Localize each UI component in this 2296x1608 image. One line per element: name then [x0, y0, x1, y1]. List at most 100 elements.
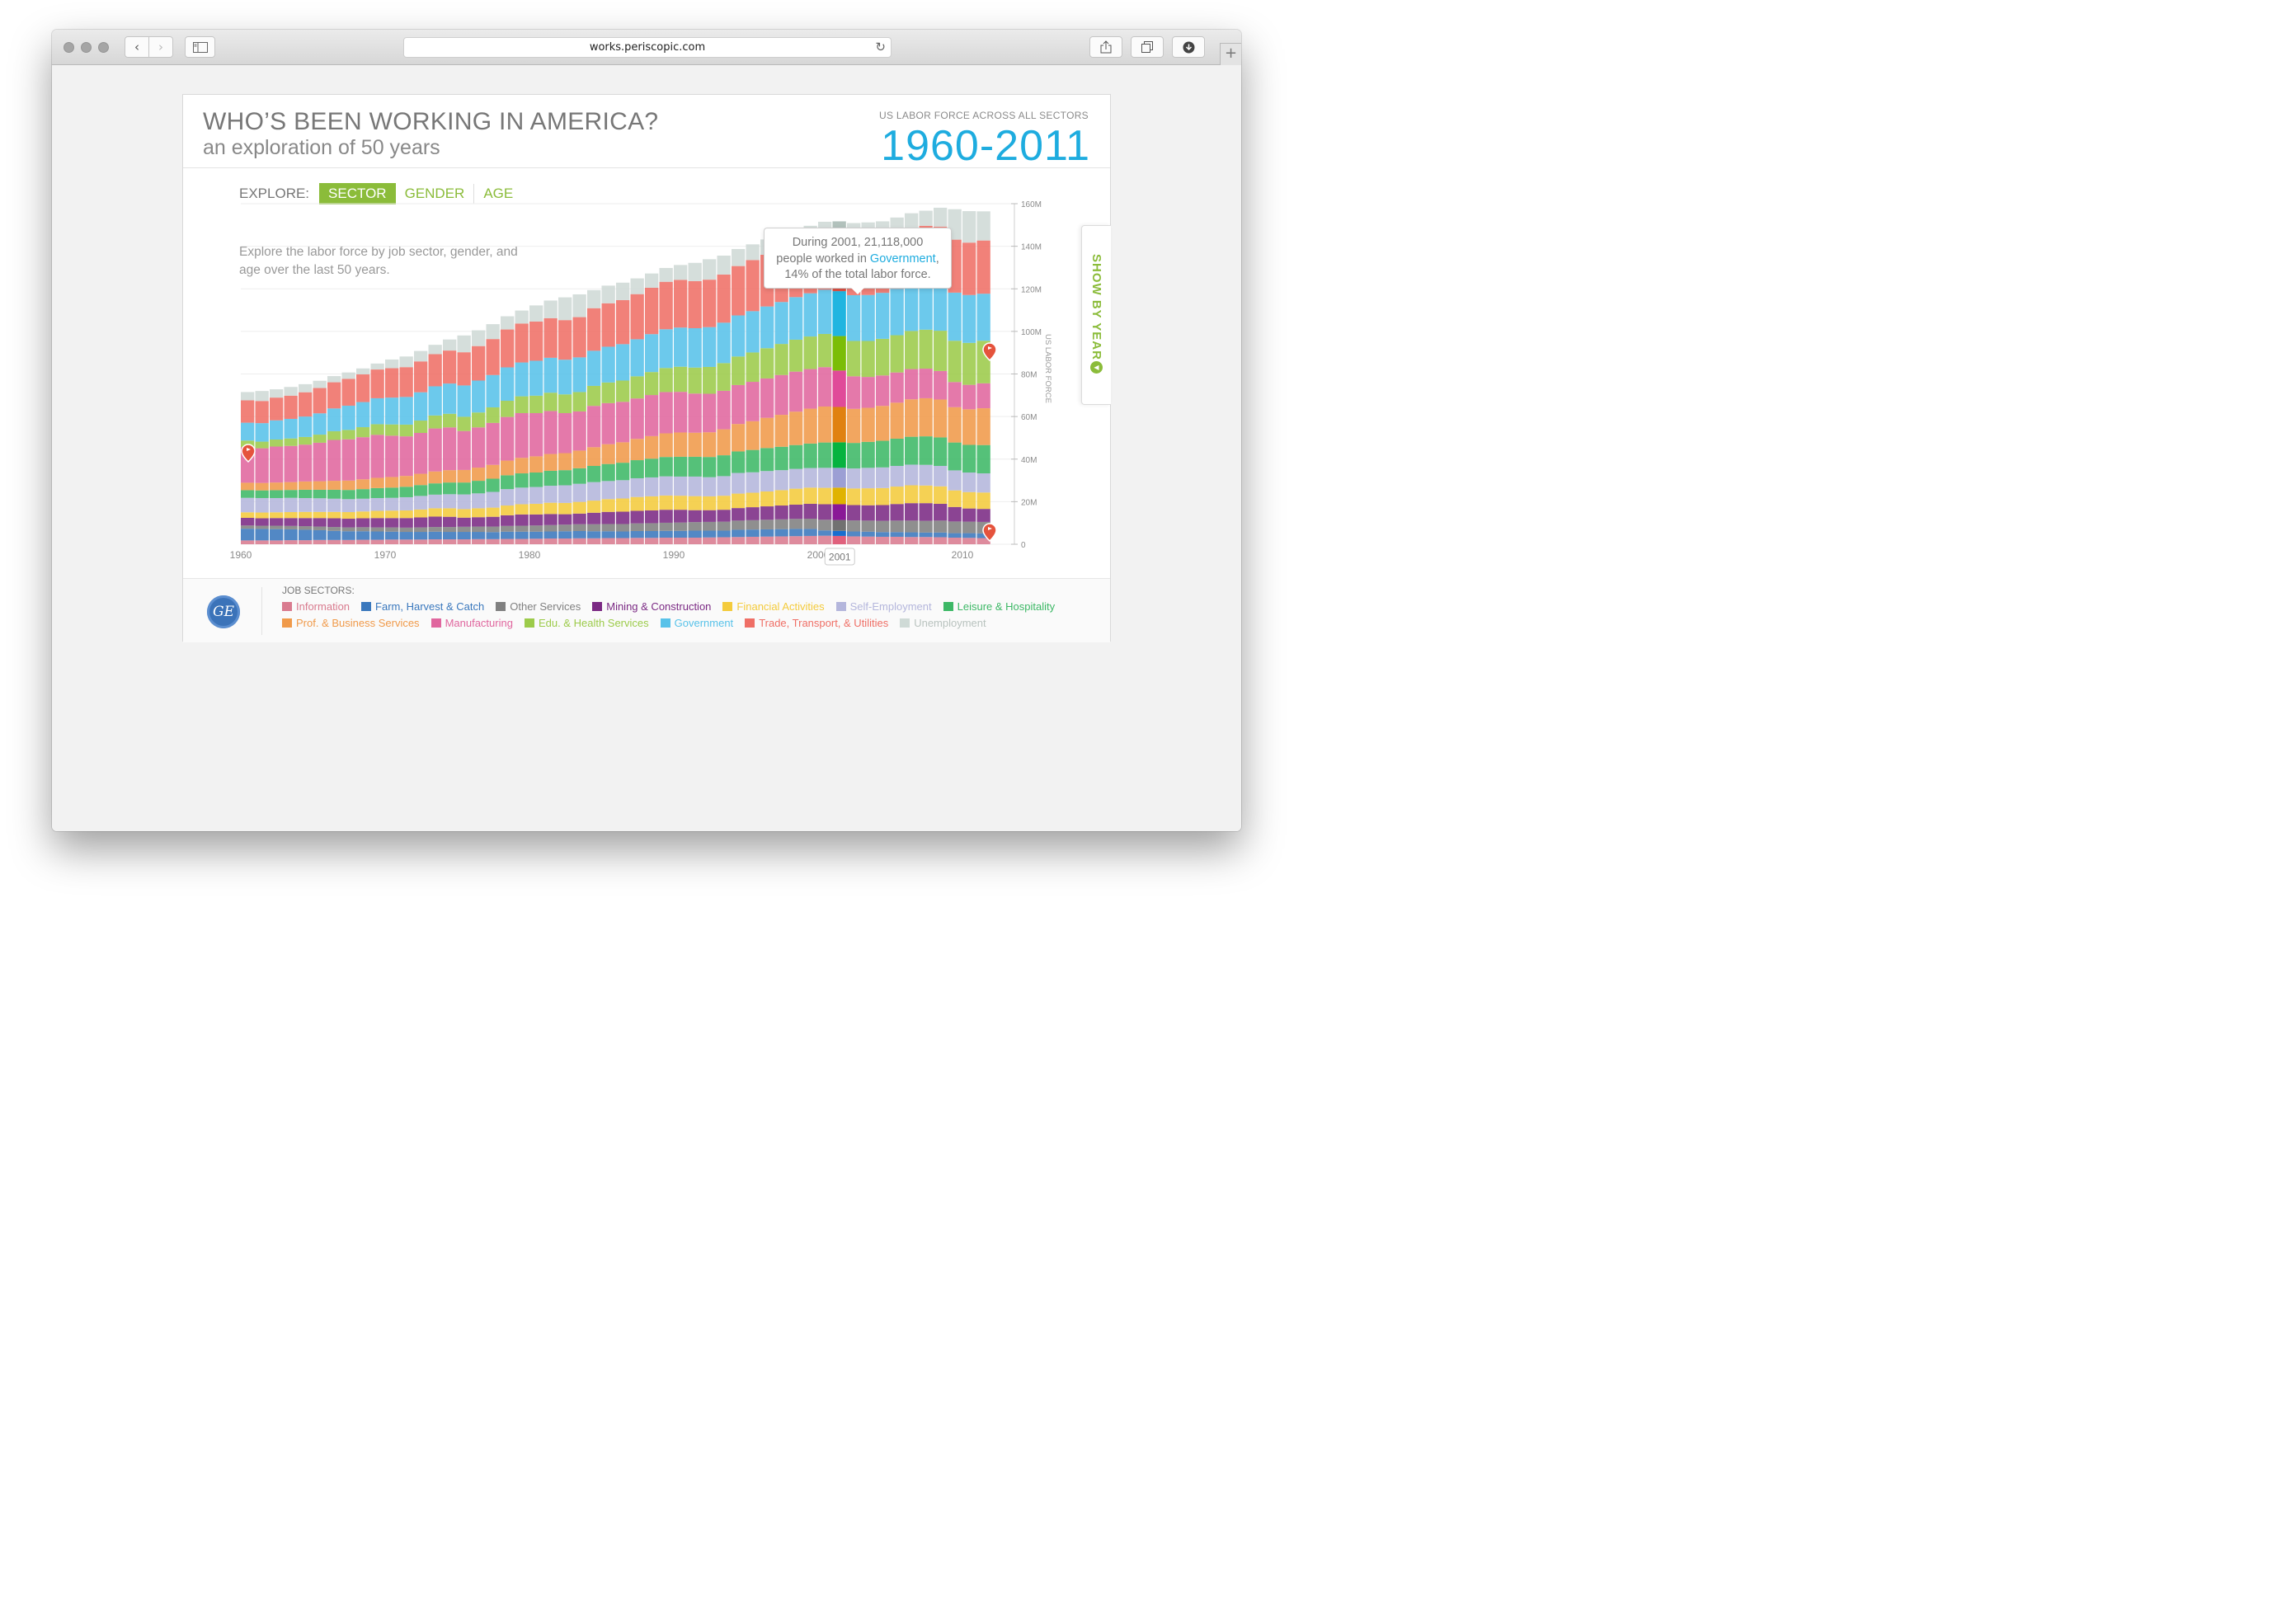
- legend-item[interactable]: Information: [282, 600, 350, 613]
- bar-segment: [962, 538, 976, 544]
- tooltip-line2: people worked in: [776, 252, 867, 266]
- bar-segment: [659, 510, 673, 523]
- bar-segment: [414, 350, 428, 362]
- tabs-button[interactable]: [1131, 36, 1164, 58]
- legend-title: JOB SECTORS:: [282, 585, 355, 596]
- bar-segment: [558, 297, 572, 321]
- bar-segment: [890, 504, 904, 521]
- bar-segment: [270, 446, 284, 483]
- x-tick-label: 2000: [807, 549, 830, 561]
- bar-segment: [717, 255, 731, 275]
- bar-segment: [327, 498, 341, 512]
- bar-segment: [472, 493, 486, 509]
- bar-segment: [327, 481, 341, 490]
- legend-item[interactable]: Other Services: [496, 600, 581, 613]
- bar-segment: [255, 497, 269, 513]
- share-button[interactable]: [1089, 36, 1122, 58]
- close-window-button[interactable]: [64, 42, 74, 53]
- y-tick-label: 80M: [1021, 371, 1037, 380]
- pin-marker[interactable]: [982, 342, 997, 362]
- minimize-window-button[interactable]: [81, 42, 92, 53]
- legend-item[interactable]: Prof. & Business Services: [282, 617, 420, 629]
- bar-segment: [630, 294, 644, 340]
- legend-item[interactable]: Government: [660, 617, 733, 629]
- bar-segment: [385, 510, 399, 519]
- explore-age-button[interactable]: AGE: [483, 186, 514, 201]
- explore-sector-button[interactable]: SECTOR: [319, 183, 396, 205]
- bar-segment: [443, 539, 457, 544]
- ge-logo[interactable]: GE: [207, 595, 240, 628]
- bar-segment: [472, 532, 486, 539]
- bar-segment: [270, 389, 284, 398]
- bar-segment: [976, 294, 990, 341]
- bar-segment: [803, 535, 817, 544]
- bar-segment: [457, 532, 471, 540]
- bar-segment: [543, 531, 558, 539]
- sidebar-button[interactable]: [185, 36, 215, 58]
- flag-icon: [988, 527, 992, 536]
- bar-segment: [356, 374, 370, 402]
- bar-segment: [299, 526, 313, 530]
- bar-segment: [645, 538, 659, 544]
- bar-segment: [976, 538, 990, 544]
- legend-item[interactable]: Unemployment: [900, 617, 986, 629]
- reload-icon[interactable]: ↻: [875, 40, 886, 54]
- downloads-button[interactable]: [1172, 36, 1205, 58]
- bar-segment: [760, 491, 774, 507]
- bar-segment: [284, 395, 298, 419]
- explore-gender-button[interactable]: GENDER: [404, 186, 465, 201]
- forward-button[interactable]: ›: [148, 36, 173, 58]
- bar-segment: [948, 538, 962, 544]
- legend-item[interactable]: Farm, Harvest & Catch: [361, 600, 484, 613]
- legend-item[interactable]: Self-Employment: [835, 600, 932, 613]
- bar-segment: [457, 335, 471, 353]
- pin-marker[interactable]: [241, 444, 256, 463]
- legend-item[interactable]: Manufacturing: [430, 617, 513, 629]
- legend-item[interactable]: Trade, Transport, & Utilities: [745, 617, 888, 629]
- bar-segment: [832, 487, 846, 505]
- bar-segment: [919, 520, 933, 533]
- bar-segment: [630, 439, 644, 461]
- bar-segment: [327, 430, 341, 440]
- bar-segment: [962, 342, 976, 385]
- legend-item[interactable]: Leisure & Hospitality: [943, 600, 1055, 613]
- pin-marker[interactable]: [982, 523, 997, 543]
- bar-segment: [370, 435, 384, 478]
- show-by-year-tab[interactable]: SHOW BY YEAR ◀: [1081, 225, 1111, 405]
- bar-segment: [717, 476, 731, 496]
- bar-segment: [472, 330, 486, 346]
- bar-segment: [861, 536, 875, 544]
- tooltip-count: 21,118,000: [863, 236, 924, 249]
- bar-segment: [789, 371, 803, 412]
- explore-bar: EXPLORE: SECTOR GENDER AGE: [239, 183, 522, 205]
- tooltip-year: 2001: [830, 236, 858, 249]
- legend-item[interactable]: Mining & Construction: [592, 600, 711, 613]
- bar-segment: [356, 437, 370, 480]
- bar-segment: [255, 423, 269, 442]
- bar-segment: [572, 538, 586, 544]
- bar-segment: [428, 539, 442, 544]
- back-button[interactable]: ‹: [125, 36, 149, 58]
- bar-segment: [688, 510, 702, 523]
- y-tick-label: 140M: [1021, 243, 1042, 252]
- new-tab-button[interactable]: +: [1220, 43, 1241, 65]
- bar-segment: [457, 517, 471, 527]
- bar-segment: [529, 412, 543, 457]
- bar-segment: [587, 406, 601, 448]
- bar-segment: [284, 438, 298, 446]
- legend-item[interactable]: Edu. & Health Services: [524, 617, 649, 629]
- bar-segment: [616, 344, 630, 381]
- series-information: [241, 535, 990, 545]
- bar-segment: [558, 538, 572, 544]
- zoom-window-button[interactable]: [98, 42, 109, 53]
- legend-item[interactable]: Financial Activities: [722, 600, 825, 613]
- stacked-area-chart[interactable]: 0 20M 40M 60M 80M 100M 120M 140M 160M US LABOR FO…: [216, 192, 1078, 571]
- bar-segment: [558, 514, 572, 525]
- legend-swatch: [943, 601, 953, 611]
- bar-segment: [399, 527, 413, 533]
- bar-segment: [572, 513, 586, 524]
- pin-shape: [982, 342, 997, 362]
- bar-segment: [486, 526, 500, 533]
- address-bar[interactable]: works.periscopic.com ↻: [403, 37, 892, 58]
- bar-segment: [543, 393, 558, 411]
